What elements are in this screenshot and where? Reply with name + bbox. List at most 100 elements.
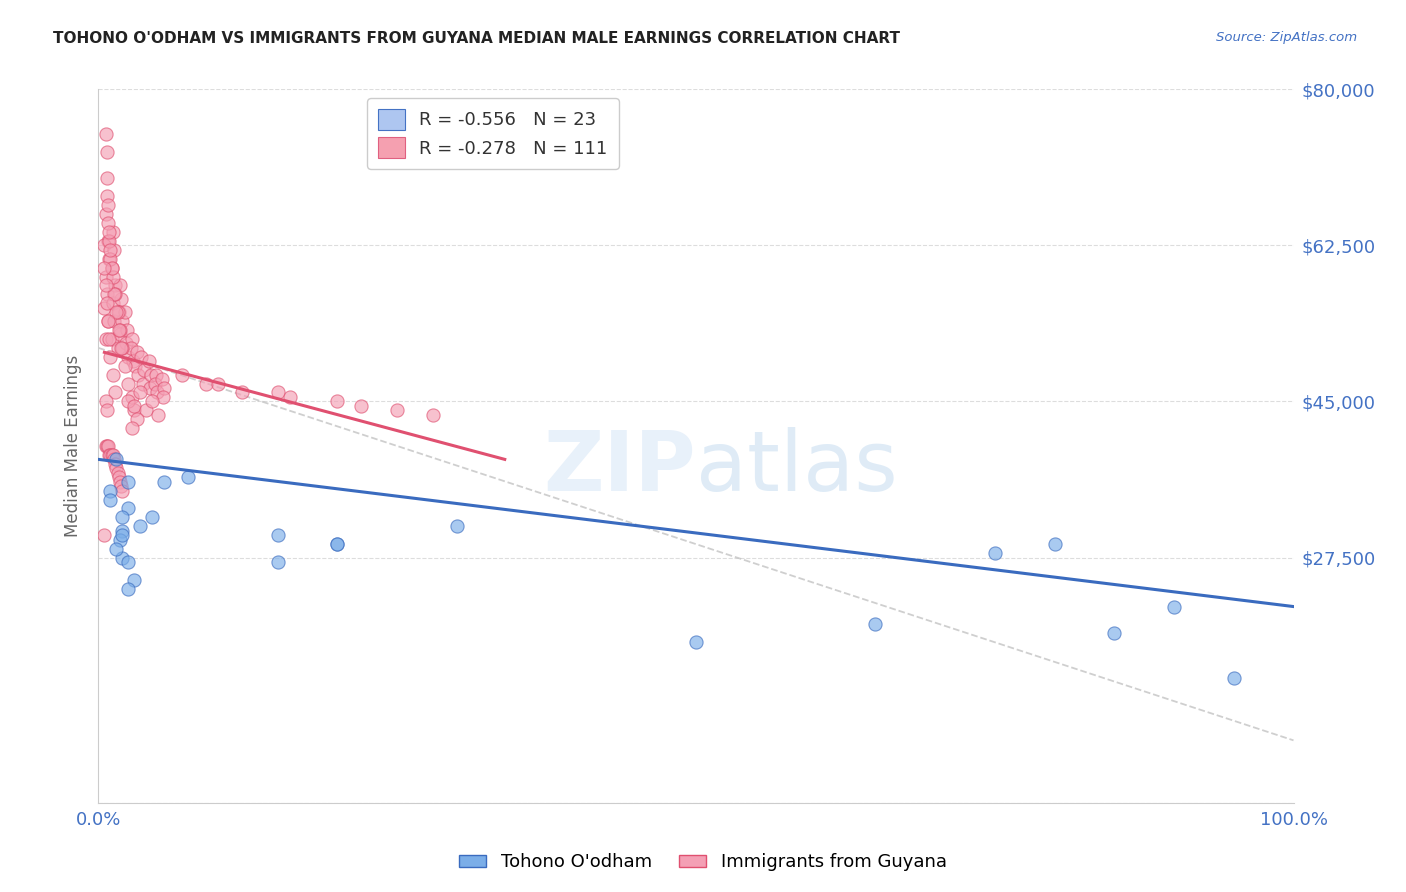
Point [446, 519, 468, 533]
Point [124, 359, 146, 373]
Point [107, 305, 129, 319]
Point [685, 635, 707, 649]
Point [107, 470, 129, 484]
Point [131, 350, 153, 364]
Point [98, 243, 122, 257]
Point [93, 238, 115, 252]
Point [94, 332, 117, 346]
Point [139, 381, 162, 395]
Point [111, 524, 134, 538]
Point [267, 385, 290, 400]
Point [139, 368, 162, 382]
Point [103, 243, 125, 257]
Point [143, 376, 166, 391]
Point [103, 452, 125, 467]
Point [111, 528, 134, 542]
Point [111, 341, 134, 355]
Point [104, 287, 127, 301]
Point [100, 260, 122, 275]
Point [108, 323, 131, 337]
Point [97, 314, 120, 328]
Point [104, 457, 127, 471]
Point [326, 537, 349, 551]
Point [98, 332, 121, 346]
Point [111, 550, 134, 565]
Point [122, 354, 145, 368]
Point [138, 354, 160, 368]
Point [146, 385, 169, 400]
Point [98, 492, 122, 507]
Point [114, 359, 136, 373]
Point [94, 207, 117, 221]
Point [96, 145, 118, 159]
Point [121, 390, 143, 404]
Point [107, 341, 129, 355]
Point [121, 421, 143, 435]
Point [94, 278, 117, 293]
Point [101, 225, 124, 239]
Point [103, 314, 125, 328]
Text: ZIP: ZIP [544, 427, 696, 508]
Point [98, 252, 122, 266]
Point [98, 350, 122, 364]
Point [105, 452, 128, 467]
Point [96, 439, 118, 453]
Point [111, 510, 134, 524]
Point [108, 475, 131, 489]
Point [117, 501, 139, 516]
Point [101, 448, 124, 462]
Point [107, 305, 129, 319]
Point [98, 448, 121, 462]
Point [108, 533, 131, 547]
Point [117, 350, 139, 364]
Point [105, 541, 128, 556]
Point [145, 368, 167, 382]
Point [94, 394, 117, 409]
Point [117, 582, 139, 596]
Point [103, 287, 125, 301]
Legend: Tohono O'odham, Immigrants from Guyana: Tohono O'odham, Immigrants from Guyana [453, 847, 953, 879]
Point [94, 269, 117, 284]
Point [350, 399, 373, 413]
Point [101, 368, 124, 382]
Point [267, 528, 290, 542]
Point [125, 412, 148, 426]
Point [100, 260, 122, 275]
Point [110, 479, 132, 493]
Point [326, 537, 349, 551]
Point [278, 390, 301, 404]
Point [127, 368, 149, 382]
Point [150, 372, 173, 386]
Text: Source: ZipAtlas.com: Source: ZipAtlas.com [1216, 31, 1357, 45]
Point [107, 323, 129, 337]
Point [93, 301, 115, 315]
Point [117, 555, 139, 569]
Point [97, 198, 120, 212]
Point [172, 368, 194, 382]
Point [93, 528, 115, 542]
Text: TOHONO O'ODHAM VS IMMIGRANTS FROM GUYANA MEDIAN MALE EARNINGS CORRELATION CHART: TOHONO O'ODHAM VS IMMIGRANTS FROM GUYANA… [53, 31, 900, 46]
Point [110, 341, 132, 355]
Point [152, 390, 174, 404]
Point [129, 519, 152, 533]
Point [121, 332, 143, 346]
Point [132, 363, 155, 377]
Point [326, 394, 349, 409]
Point [96, 403, 118, 417]
Point [1104, 626, 1126, 640]
Point [111, 483, 134, 498]
Point [231, 385, 253, 400]
Point [104, 385, 127, 400]
Point [98, 234, 121, 248]
Point [984, 546, 1007, 560]
Point [96, 171, 118, 186]
Point [110, 292, 132, 306]
Point [100, 332, 122, 346]
Point [195, 376, 218, 391]
Point [97, 314, 120, 328]
Point [96, 296, 118, 310]
Point [98, 483, 122, 498]
Point [98, 252, 121, 266]
Point [117, 394, 139, 409]
Point [94, 439, 117, 453]
